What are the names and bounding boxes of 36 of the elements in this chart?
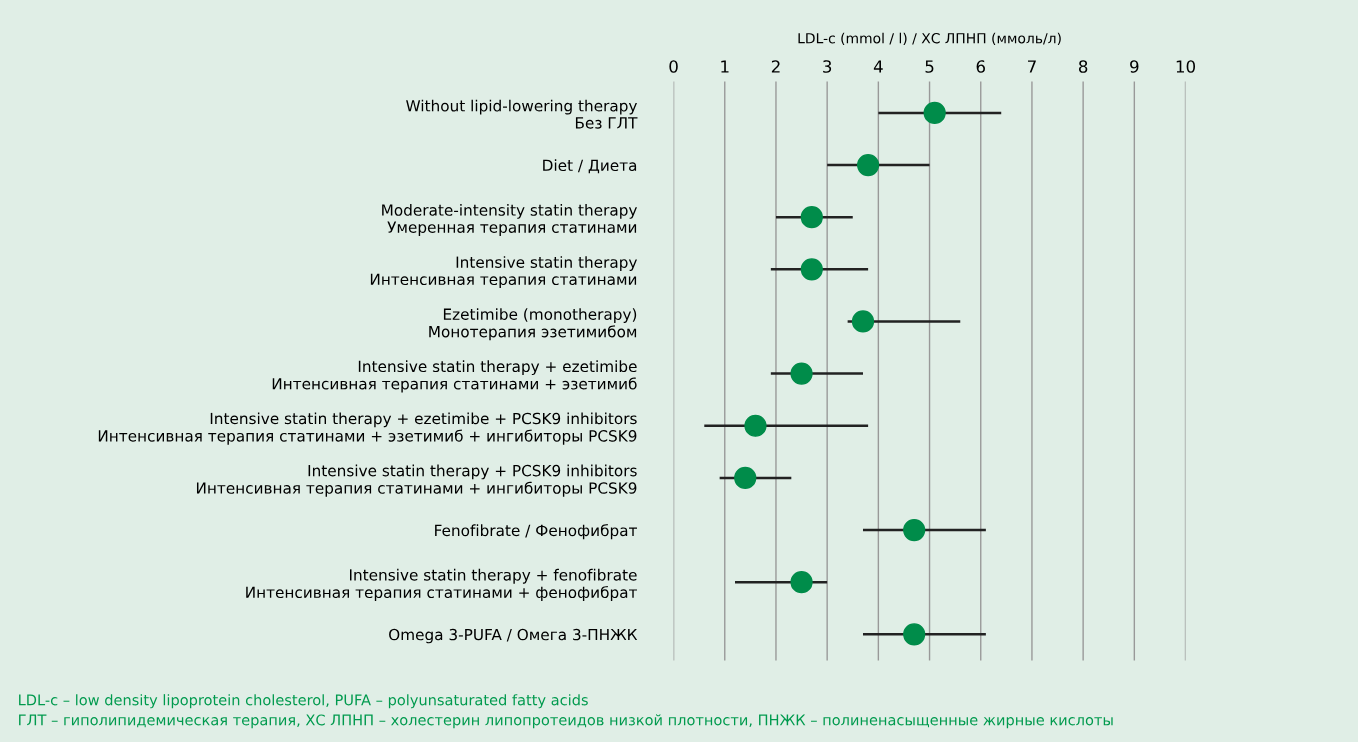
y-tick-label: Intensive statin therapy + fenofibrate Интенсивная терапия статинами + фенофибрат (246, 568, 638, 602)
x-tick-label: 0 (669, 60, 678, 73)
x-tick-label: 5 (925, 60, 934, 73)
point (923, 101, 946, 125)
y-tick-label: Fenofibrate / Фенофибрат (435, 524, 638, 540)
x-tick-label: 8 (1078, 60, 1088, 73)
text: ГЛТ – гиполипидемическая терапия, ХС ЛПНП – холестерин липопротеидов низкой плотности, ПНЖК – полиненасыщенные жирные кислоты (19, 714, 1113, 729)
point (903, 518, 926, 542)
x-axis-title: LDL-c (mmol / l) / ХС ЛПНП (ммоль/л) (798, 32, 1061, 46)
point (744, 414, 767, 437)
x-tick-label: 10 (1176, 60, 1196, 73)
point (903, 623, 926, 646)
point (800, 258, 823, 281)
y-tick-label: Ezetimibe (monotherapy) Монотерапия эзетимибом (429, 308, 637, 341)
point (790, 362, 813, 385)
x-tick-label: 7 (1028, 60, 1036, 73)
y-tick-label: Intensive statin therapy + ezetimibe Интенсивная терапия статинами + эзетимиб (272, 360, 637, 393)
y-tick-label: Intensive statin therapy + PCSK9 inhibitors Интенсивная терапия статинами + ингибиторы PCSK9 (196, 464, 637, 497)
y-tick-label: Without lipid-lowering therapy Без ГЛТ (406, 99, 638, 129)
point (790, 571, 813, 594)
y-tick-label: Diet / Диета (543, 159, 637, 174)
point (851, 310, 875, 333)
x-tick-label: 9 (1130, 60, 1139, 73)
y-tick-label: Omega 3-PUFA / Омега 3-ПНЖК (389, 628, 638, 644)
point (857, 153, 880, 177)
point (734, 466, 757, 489)
y-tick-label: Moderate-intensity statin therapy Умеренная терапия статинами (382, 203, 637, 236)
x-tick-label: 1 (721, 60, 729, 73)
y-tick-label: Intensive statin therapy Интенсивная терапия статинами (370, 256, 637, 289)
x-tick-label: 6 (976, 60, 985, 73)
point (800, 206, 823, 229)
y-tick-label: Intensive statin therapy + ezetimibe + PCSK9 inhibitors Интенсивная терапия статинами + эзетимиб + ингибиторы PCSK9 (98, 412, 637, 445)
x-tick-label: 4 (873, 60, 883, 73)
text: LDL-c – low density lipoprotein cholesterol, PUFA – polyunsaturated fatty acids (19, 694, 588, 709)
x-tick-label: 3 (823, 60, 832, 73)
x-tick-label: 2 (771, 60, 780, 73)
